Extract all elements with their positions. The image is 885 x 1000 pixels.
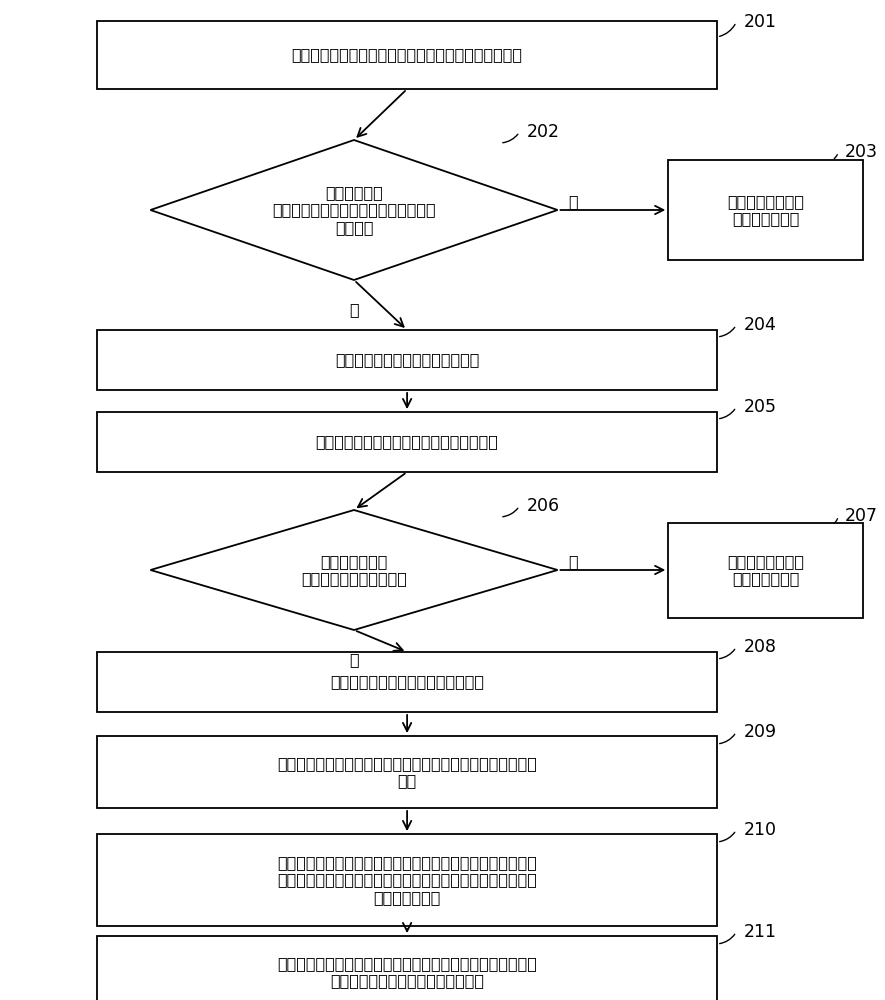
Text: 是: 是	[350, 652, 358, 667]
Text: 判断主载波上行功率缩减量是否小于第二预设值得到第二判断
结果，以及主载波下行信号强度缩减量是否小于第三预设值得
到第三判断结果: 判断主载波上行功率缩减量是否小于第二预设值得到第二判断 结果，以及主载波下行信号…	[277, 855, 537, 905]
FancyBboxPatch shape	[97, 652, 717, 712]
Text: 依据第一判断结果、第二判断结果以及第三判断结果，确定是
否保持辅载波带宽为天线的工作频段: 依据第一判断结果、第二判断结果以及第三判断结果，确定是 否保持辅载波带宽为天线的…	[277, 956, 537, 988]
Text: 209: 209	[743, 723, 776, 741]
Text: 是: 是	[350, 302, 358, 317]
Text: 204: 204	[743, 316, 776, 334]
Text: 210: 210	[743, 821, 776, 839]
Text: 判断主载波下行
带宽是否小于辅载波带宽: 判断主载波下行 带宽是否小于辅载波带宽	[301, 554, 407, 586]
Text: 获取天线的主载波下行带宽以及辅载波带宽: 获取天线的主载波下行带宽以及辅载波带宽	[316, 434, 498, 450]
Text: 208: 208	[743, 638, 776, 656]
FancyBboxPatch shape	[668, 522, 863, 617]
FancyBboxPatch shape	[97, 936, 717, 1000]
FancyBboxPatch shape	[97, 330, 717, 390]
FancyBboxPatch shape	[97, 21, 717, 89]
FancyBboxPatch shape	[97, 412, 717, 472]
Text: 移动终端开启后，将天线的主载波带宽确定为工作频段: 移动终端开启后，将天线的主载波带宽确定为工作频段	[291, 47, 523, 62]
Polygon shape	[150, 140, 558, 280]
Text: 205: 205	[743, 398, 776, 416]
Text: 201: 201	[743, 13, 776, 31]
Polygon shape	[150, 510, 558, 630]
Text: 判断辅载波信号强度增量是否大于第一预设值，得到第一判断
结果: 判断辅载波信号强度增量是否大于第一预设值，得到第一判断 结果	[277, 756, 537, 788]
Text: 203: 203	[845, 143, 878, 161]
Text: 否: 否	[568, 194, 578, 210]
Text: 202: 202	[527, 123, 559, 141]
FancyBboxPatch shape	[97, 834, 717, 926]
Text: 211: 211	[743, 923, 776, 941]
Text: 确定下行带间载波聚合模式已开启: 确定下行带间载波聚合模式已开启	[335, 353, 480, 367]
Text: 保持主载波带宽为
天线的工作频段: 保持主载波带宽为 天线的工作频段	[727, 554, 804, 586]
Text: 207: 207	[845, 507, 878, 525]
FancyBboxPatch shape	[97, 736, 717, 808]
Text: 206: 206	[527, 497, 559, 515]
Text: 判断移动终端
驻留小区网络信息中是否有下行带间辅
载波信号: 判断移动终端 驻留小区网络信息中是否有下行带间辅 载波信号	[273, 185, 435, 235]
Text: 将辅载波带宽调整为天线的工作频段: 将辅载波带宽调整为天线的工作频段	[330, 674, 484, 690]
Text: 确定下行带间载波
聚合模式未开启: 确定下行带间载波 聚合模式未开启	[727, 194, 804, 226]
Text: 否: 否	[568, 554, 578, 570]
FancyBboxPatch shape	[668, 160, 863, 260]
